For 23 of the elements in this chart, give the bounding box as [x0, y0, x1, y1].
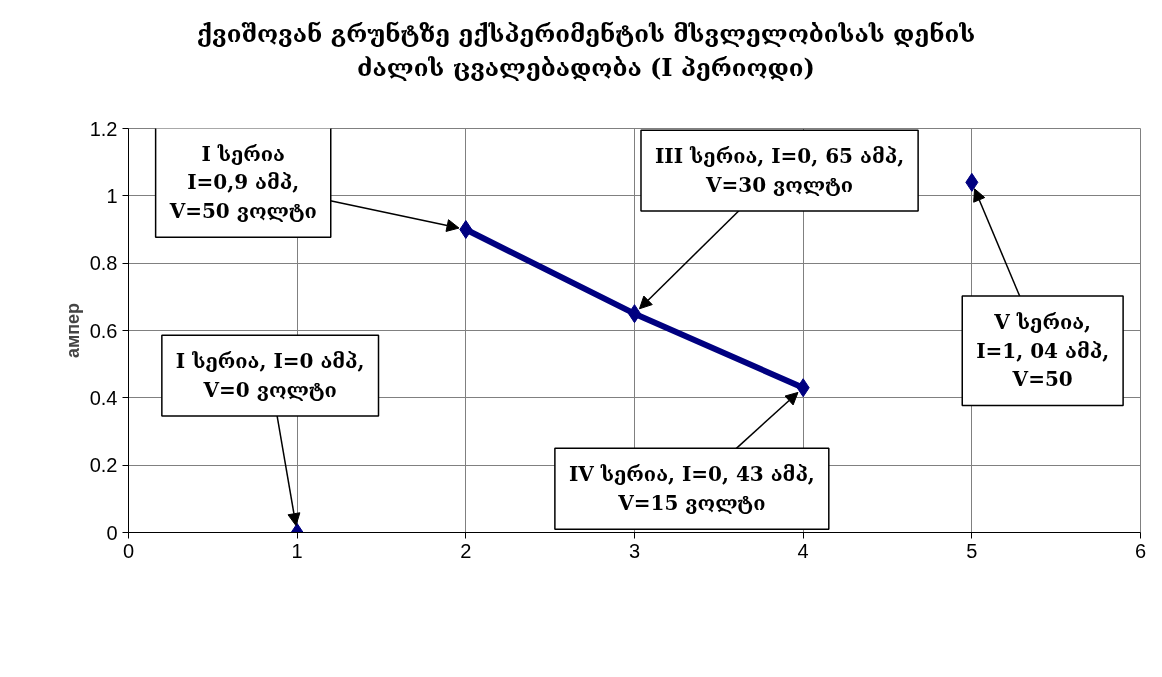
- y-tick-label: 0: [106, 521, 118, 544]
- x-tick-label: 1: [291, 539, 303, 562]
- point: [965, 172, 979, 192]
- annotation: III სერია, I=0, 65 ამპ, V=30 ვოლტი: [654, 144, 905, 197]
- y-tick-label: 1.2: [89, 117, 118, 140]
- x-tick-label: 5: [966, 539, 978, 562]
- y-tick-label: 0.8: [89, 252, 118, 275]
- y-axis-title: ампер: [62, 302, 83, 359]
- x-tick-label: 6: [1134, 539, 1147, 562]
- x-tick-label: 2: [460, 539, 472, 562]
- x-tick-label: 4: [797, 539, 809, 562]
- y-tick-label: 1: [106, 184, 118, 207]
- x-tick-label: 3: [628, 539, 641, 562]
- y-tick-label: 0.6: [89, 319, 118, 342]
- y-tick-label: 0.4: [89, 386, 118, 409]
- chart-title: ქვიშოვან გრუნტზე ექსპერიმენტის მსვლელობისას დენის ძალის ცვალებადობა (I პერიოდი): [196, 18, 976, 84]
- annotation: IV სერია, I=0, 43 ამპ, V=15 ვოლტი: [568, 462, 815, 516]
- x-tick-label: 0: [122, 539, 135, 562]
- point: [459, 220, 473, 239]
- annotation: I სერია, I=0 ამპ, V=0 ვოლტი: [175, 349, 365, 403]
- annotation: V სერია, I=1, 04 ამპ, V=50: [976, 309, 1110, 392]
- annotation: I სერია I=0,9 ამპ, V=50 ვოლტი: [168, 141, 317, 224]
- y-tick-label: 0.2: [89, 454, 118, 477]
